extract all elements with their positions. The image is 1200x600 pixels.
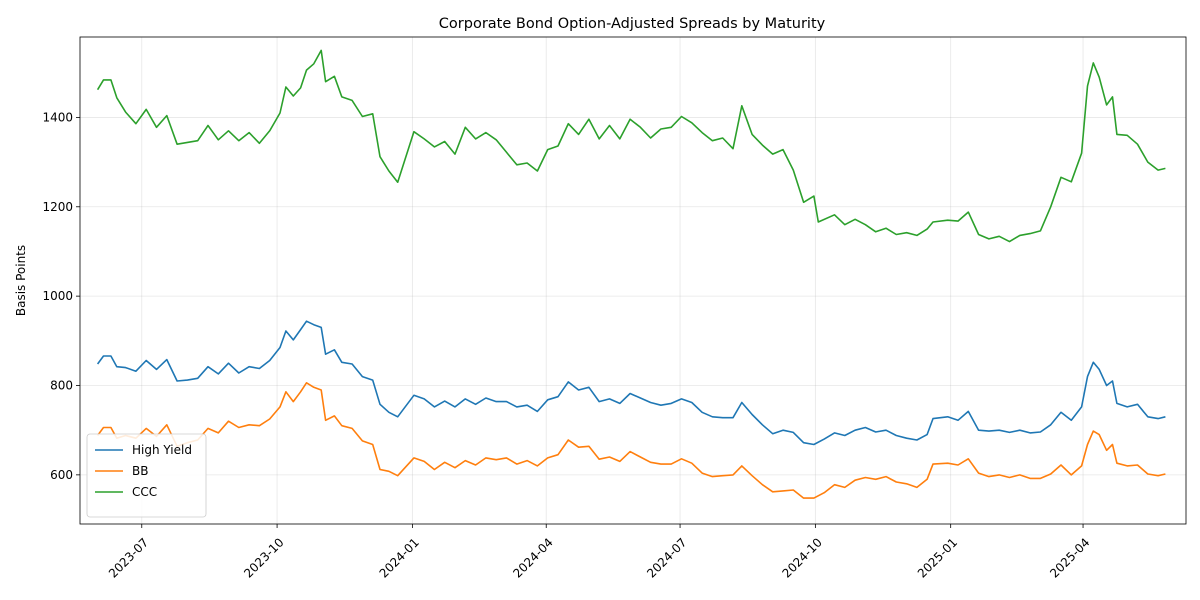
- series-lines: [96, 49, 1166, 499]
- y-tick-label: 1200: [42, 200, 73, 214]
- chart-title: Corporate Bond Option-Adjusted Spreads b…: [439, 16, 826, 32]
- y-tick-label: 1000: [42, 289, 73, 303]
- legend: High Yield BB CCC: [86, 433, 207, 518]
- y-axis: 600 800 1000 1200 1400: [42, 110, 80, 482]
- legend-label-ccc: CCC: [132, 485, 157, 499]
- grid: [80, 37, 1186, 524]
- plot-area-frame: [79, 36, 1187, 525]
- series-line-high-yield: [96, 320, 1166, 446]
- legend-box: [86, 433, 207, 518]
- series-line-bb: [96, 382, 1166, 499]
- legend-label-high-yield: High Yield: [132, 443, 192, 457]
- y-tick-label: 1400: [42, 110, 73, 124]
- y-tick-label: 800: [50, 378, 73, 392]
- series-line-ccc: [96, 49, 1166, 243]
- y-axis-label: Basis Points: [14, 245, 28, 316]
- legend-label-bb: BB: [132, 464, 148, 478]
- y-tick-label: 600: [50, 468, 73, 482]
